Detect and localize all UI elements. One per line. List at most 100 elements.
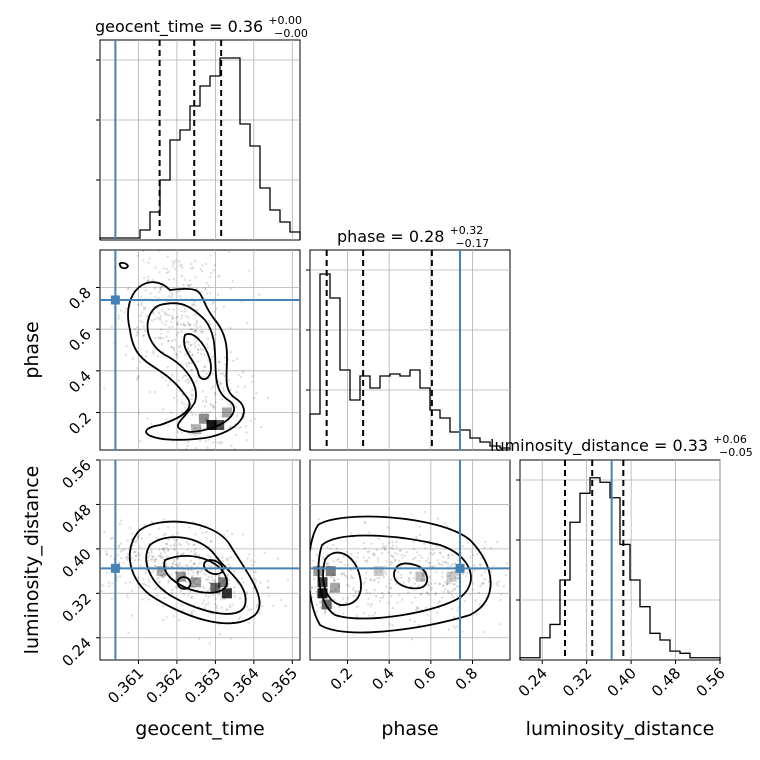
scatter-point — [184, 315, 188, 318]
scatter-point — [211, 355, 215, 358]
scatter-point — [441, 555, 445, 558]
scatter-point — [173, 547, 176, 551]
scatter-point — [208, 322, 212, 326]
scatter-point — [245, 591, 249, 594]
scatter-point — [426, 592, 429, 595]
scatter-point — [443, 580, 447, 584]
scatter-point — [177, 565, 181, 568]
scatter-point — [190, 424, 193, 427]
scatter-point — [110, 325, 114, 329]
scatter-point — [189, 343, 192, 347]
scatter-point — [151, 278, 154, 282]
x-tick-label: 0.56 — [692, 664, 728, 700]
scatter-point — [145, 583, 148, 587]
scatter-point — [205, 292, 209, 295]
scatter-point — [170, 591, 173, 595]
scatter-point — [370, 602, 373, 606]
scatter-point — [191, 579, 194, 583]
scatter-point — [130, 589, 133, 593]
scatter-point — [170, 346, 173, 349]
scatter-point — [255, 392, 258, 395]
panel-content — [310, 510, 510, 641]
scatter-point — [100, 551, 102, 554]
scatter-point — [159, 554, 162, 557]
truth-marker — [455, 563, 465, 573]
scatter-point — [409, 571, 413, 574]
scatter-point — [365, 591, 369, 595]
scatter-point — [480, 582, 484, 586]
scatter-point — [470, 550, 473, 553]
scatter-point — [168, 313, 171, 317]
scatter-point — [180, 431, 184, 434]
scatter-point — [454, 627, 457, 630]
scatter-point — [203, 587, 206, 590]
scatter-point — [389, 546, 393, 549]
scatter-point — [152, 352, 155, 355]
scatter-point — [338, 606, 341, 609]
scatter-point — [198, 562, 201, 565]
scatter-point — [229, 326, 232, 330]
scatter-point — [166, 424, 170, 427]
scatter-point — [312, 577, 316, 581]
scatter-point — [193, 304, 197, 307]
scatter-point — [172, 614, 175, 618]
scatter-point — [462, 572, 465, 576]
scatter-point — [165, 313, 169, 317]
scatter-point — [165, 615, 168, 619]
scatter-point — [251, 375, 255, 378]
scatter-point — [172, 277, 176, 281]
scatter-point — [232, 570, 236, 573]
scatter-point — [420, 556, 424, 559]
density-cell — [191, 577, 202, 588]
density-cell — [156, 566, 167, 577]
scatter-point — [193, 300, 196, 304]
scatter-point — [96, 532, 98, 534]
x-tick-label: 0.4 — [368, 664, 398, 694]
scatter-point — [489, 570, 493, 573]
scatter-point — [144, 329, 147, 333]
scatter-point — [165, 267, 169, 271]
scatter-point — [445, 583, 449, 586]
scatter-point — [227, 379, 231, 382]
scatter-point — [137, 303, 140, 306]
scatter-point — [158, 581, 161, 584]
scatter-point — [188, 379, 191, 383]
scatter-point — [229, 287, 232, 290]
scatter-point — [139, 295, 142, 298]
scatter-point — [209, 565, 213, 568]
scatter-point — [194, 275, 197, 279]
scatter-point — [340, 572, 344, 576]
scatter-point — [142, 259, 145, 262]
scatter-point — [157, 576, 161, 580]
scatter-point — [175, 571, 178, 574]
scatter-point — [207, 438, 211, 441]
contour-line — [118, 261, 130, 270]
scatter-point — [161, 555, 164, 559]
scatter-point — [152, 304, 156, 308]
scatter-point — [452, 582, 455, 586]
scatter-point — [388, 613, 391, 617]
scatter-point — [418, 554, 421, 557]
y-tick-label: 0.40 — [58, 545, 94, 581]
scatter-point — [173, 548, 176, 552]
scatter-point — [140, 537, 144, 540]
scatter-point — [252, 570, 256, 574]
scatter-point — [367, 550, 371, 553]
scatter-point — [197, 583, 201, 586]
scatter-point — [226, 574, 229, 577]
scatter-point — [207, 578, 210, 581]
scatter-point — [144, 569, 148, 572]
scatter-point — [153, 336, 157, 340]
scatter-point — [409, 571, 412, 574]
scatter-point — [184, 362, 188, 365]
scatter-point — [170, 565, 173, 568]
scatter-point — [352, 586, 355, 590]
scatter-point — [428, 576, 432, 579]
scatter-point — [365, 558, 369, 562]
scatter-point — [232, 359, 235, 363]
scatter-point — [393, 558, 397, 561]
scatter-point — [202, 369, 205, 373]
scatter-point — [125, 594, 128, 597]
scatter-point — [163, 596, 167, 600]
scatter-point — [387, 590, 390, 594]
